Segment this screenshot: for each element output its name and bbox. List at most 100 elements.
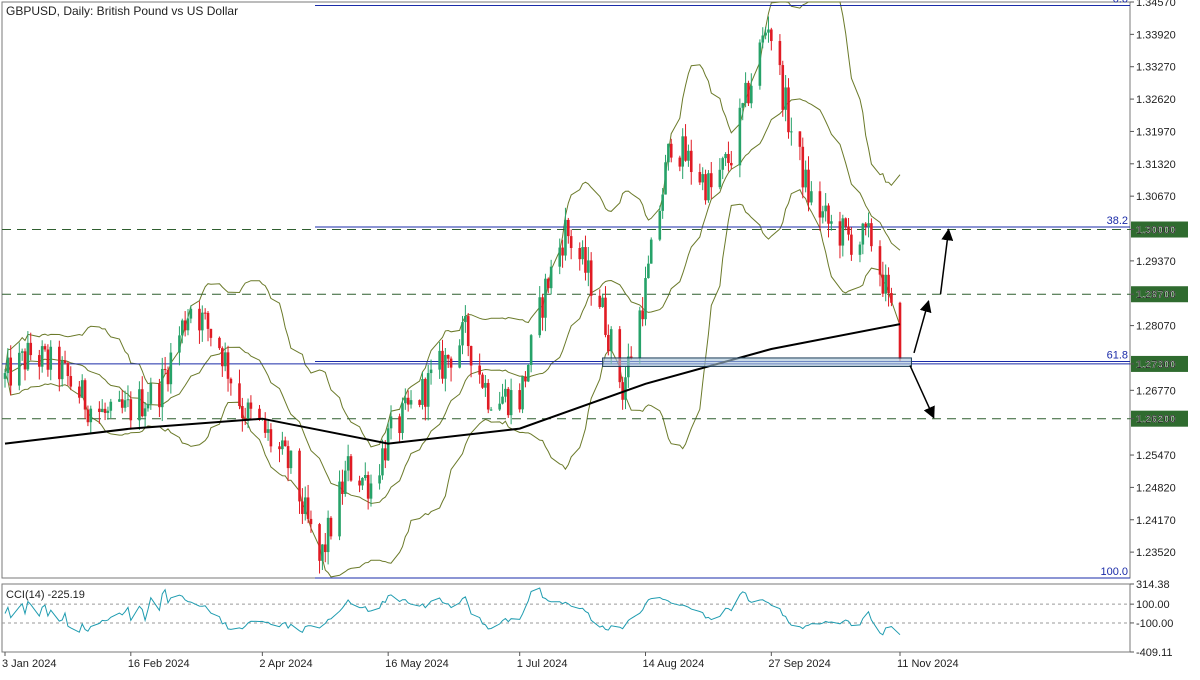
cci-line — [4, 587, 901, 636]
candle-body — [366, 475, 370, 499]
fib-label: 100.0 — [1100, 566, 1128, 578]
candle-body — [238, 383, 241, 407]
candle-body — [189, 308, 193, 319]
candle-body — [546, 278, 550, 289]
candle-body — [109, 401, 113, 411]
candle-body — [469, 346, 473, 366]
candle-body — [801, 146, 805, 188]
candle-body — [578, 248, 582, 260]
candle-body — [226, 352, 230, 379]
price-tick-label: 1.33270 — [1136, 62, 1176, 74]
candle-body — [229, 378, 233, 384]
candle-body — [349, 456, 353, 481]
candle-body — [601, 297, 604, 307]
candle-body — [449, 358, 453, 368]
candle-body — [667, 143, 670, 163]
candle-body — [518, 390, 521, 410]
date-tick-label: 16 Feb 2024 — [128, 658, 190, 670]
date-tick-label: 11 Nov 2024 — [897, 658, 959, 670]
candle-body — [138, 389, 141, 421]
candle-body — [149, 383, 153, 404]
candle-body — [186, 318, 190, 331]
candle-body — [278, 446, 281, 450]
candle-body — [178, 335, 181, 353]
candle-body — [609, 329, 613, 352]
price-tick-label: 1.26770 — [1136, 385, 1176, 397]
candle-body — [781, 65, 785, 110]
candle-body — [701, 174, 704, 183]
candle-body — [106, 410, 110, 413]
candle-body — [446, 354, 450, 359]
level-tag — [1131, 221, 1188, 238]
candle-body — [343, 470, 347, 494]
candle-body — [289, 450, 293, 469]
cci-tick-label: -409.11 — [1136, 647, 1173, 659]
candle-body — [263, 418, 267, 433]
candle-body — [847, 226, 850, 235]
candle-body — [741, 103, 745, 108]
candle-body — [424, 378, 427, 407]
candle-body — [40, 346, 44, 367]
candle-body — [687, 150, 690, 161]
candle-body — [17, 352, 21, 386]
price-tick-label: 1.23520 — [1136, 547, 1176, 559]
candle-body — [318, 524, 321, 561]
candle-body — [641, 310, 644, 320]
candle-body — [398, 416, 401, 434]
price-tick-label: 1.31320 — [1136, 159, 1176, 171]
candle-body — [123, 400, 127, 408]
candle-body — [60, 360, 64, 380]
candle-body — [604, 297, 607, 335]
candle-body — [861, 223, 865, 245]
candle-body — [478, 365, 481, 375]
price-tick-label: 1.26200 — [1136, 414, 1176, 426]
candle-body — [821, 211, 825, 218]
candle-body — [669, 143, 673, 158]
candle-body — [564, 219, 567, 256]
candle-body — [49, 346, 53, 370]
candle-body — [764, 32, 767, 36]
candle-body — [870, 223, 873, 247]
candle-body — [890, 293, 893, 303]
chart-title: GBPUSD, Daily: British Pound vs US Dolla… — [6, 4, 238, 18]
candle-body — [607, 334, 610, 352]
candle-body — [129, 399, 133, 421]
candle-body — [887, 274, 890, 294]
candle-body — [69, 376, 73, 387]
candle-body — [338, 481, 341, 537]
candle-body — [830, 221, 833, 224]
candle-body — [6, 357, 10, 374]
candle-body — [638, 310, 642, 359]
candle-body — [58, 346, 61, 380]
fib-label: 61.8 — [1107, 349, 1128, 361]
candle-body — [698, 172, 702, 183]
candle-body — [709, 173, 713, 188]
candle-body — [787, 87, 790, 133]
candle-body — [818, 191, 822, 218]
candle-body — [98, 408, 101, 412]
candle-body — [309, 518, 313, 525]
candle-body — [569, 236, 573, 249]
candle-body — [624, 377, 627, 400]
candle-body — [758, 42, 762, 86]
candle-body — [269, 429, 273, 447]
candle-body — [63, 360, 67, 363]
candle-body — [747, 82, 750, 104]
candle-body — [798, 131, 802, 147]
candle-body — [541, 297, 544, 318]
candle-body — [329, 517, 333, 537]
candle-body — [521, 376, 524, 410]
candle-body — [126, 399, 130, 401]
price-tick-label: 1.25470 — [1136, 450, 1176, 462]
candle-body — [401, 403, 404, 434]
candle-body — [867, 223, 870, 227]
candle-body — [750, 85, 753, 104]
candle-body — [718, 169, 722, 188]
candle-body — [363, 475, 367, 479]
candle-body — [827, 205, 830, 224]
candle-body — [438, 350, 441, 370]
candle-body — [9, 357, 13, 386]
candle-body — [163, 368, 167, 371]
candle-body — [784, 87, 787, 110]
candle-body — [301, 501, 304, 514]
